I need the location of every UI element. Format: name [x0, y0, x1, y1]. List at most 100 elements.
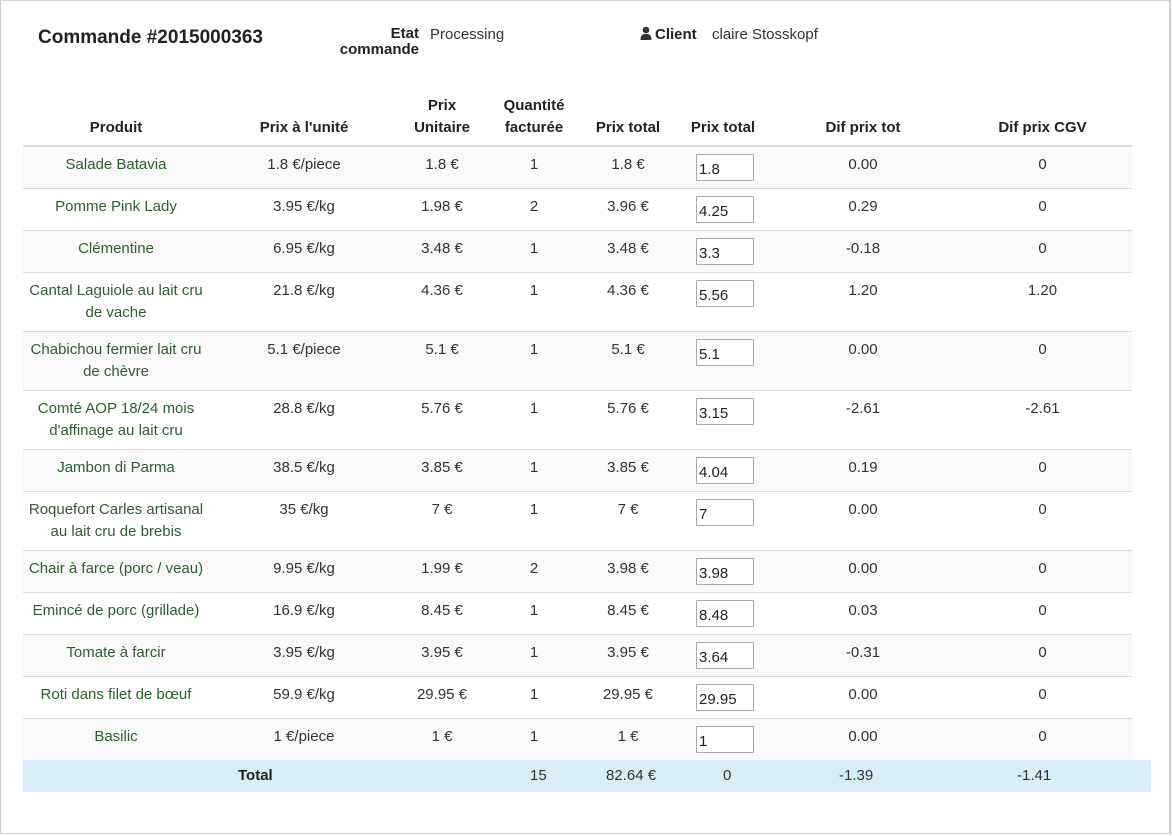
prix-total-input[interactable] [696, 499, 754, 526]
total-label: Total [238, 767, 273, 784]
cell-prix-unitaire: 1.98 € [399, 188, 485, 231]
cell-quantite: 1 [485, 145, 583, 189]
cell-dif-prix-tot: 0.00 [773, 491, 953, 551]
cell-prix-total: 29.95 € [583, 676, 673, 719]
cell-quantite: 1 [485, 592, 583, 635]
cell-quantite: 1 [485, 331, 583, 391]
cell-dif-prix-cgv: 1.20 [953, 272, 1132, 332]
cell-produit: Chair à farce (porc / veau) [23, 550, 209, 593]
cell-quantite: 1 [485, 718, 583, 760]
cell-dif-prix-tot: 0.19 [773, 449, 953, 492]
cell-produit: Roti dans filet de bœuf [23, 676, 209, 719]
cell-prix-unitaire: 1 € [399, 718, 485, 760]
cell-prix-total-input [673, 550, 773, 593]
cell-dif-prix-cgv: 0 [953, 491, 1132, 551]
cell-prix-a-l-unite: 21.8 €/kg [209, 272, 399, 332]
cell-prix-total: 4.36 € [583, 272, 673, 332]
cell-dif-prix-tot: 0.00 [773, 331, 953, 391]
prix-total-input[interactable] [696, 726, 754, 753]
cell-quantite: 1 [485, 230, 583, 273]
cell-produit: Cantal Laguiole au lait cru de vache [23, 272, 209, 332]
cell-dif-prix-tot: 0.03 [773, 592, 953, 635]
cell-dif-prix-cgv: 0 [953, 449, 1132, 492]
prix-total-input[interactable] [696, 558, 754, 585]
cell-dif-prix-cgv: 0 [953, 676, 1132, 719]
prix-total-input[interactable] [696, 196, 754, 223]
order-state-value: Processing [430, 26, 505, 43]
cell-dif-prix-tot: -0.31 [773, 634, 953, 677]
cell-produit: Chabichou fermier lait cru de chèvre [23, 331, 209, 391]
cell-prix-a-l-unite: 35 €/kg [209, 491, 399, 551]
cell-dif-prix-cgv: 0 [953, 634, 1132, 677]
prix-total-input[interactable] [696, 398, 754, 425]
cell-prix-total: 7 € [583, 491, 673, 551]
cell-dif-prix-cgv: 0 [953, 230, 1132, 273]
col-header-dif-prix-cgv: Dif prix CGV [953, 91, 1132, 147]
prix-total-input[interactable] [696, 154, 754, 181]
cell-dif-prix-cgv: 0 [953, 188, 1132, 231]
cell-prix-a-l-unite: 6.95 €/kg [209, 230, 399, 273]
cell-quantite: 1 [485, 634, 583, 677]
cell-prix-total: 3.85 € [583, 449, 673, 492]
cell-prix-unitaire: 29.95 € [399, 676, 485, 719]
prix-total-input[interactable] [696, 238, 754, 265]
cell-prix-unitaire: 8.45 € [399, 592, 485, 635]
cell-prix-total: 3.96 € [583, 188, 673, 231]
cell-prix-unitaire: 1.99 € [399, 550, 485, 593]
cell-prix-total-input [673, 145, 773, 189]
table-row: Cantal Laguiole au lait cru de vache 21.8… [23, 272, 1132, 332]
cell-prix-total: 3.98 € [583, 550, 673, 593]
cell-dif-prix-tot: 1.20 [773, 272, 953, 332]
cell-quantite: 1 [485, 491, 583, 551]
col-header-produit: Produit [23, 91, 209, 147]
cell-prix-total-input [673, 230, 773, 273]
cell-prix-total-input [673, 449, 773, 492]
cell-produit: Pomme Pink Lady [23, 188, 209, 231]
cell-prix-unitaire: 7 € [399, 491, 485, 551]
cell-dif-prix-cgv: 0 [953, 145, 1132, 189]
client-label-group: Client [640, 26, 697, 43]
cell-dif-prix-cgv: 0 [953, 718, 1132, 760]
cell-prix-total-input [673, 676, 773, 719]
cell-prix-total-input [673, 592, 773, 635]
prix-total-input[interactable] [696, 457, 754, 484]
prix-total-input[interactable] [696, 339, 754, 366]
prix-total-input[interactable] [696, 684, 754, 711]
cell-prix-unitaire: 3.85 € [399, 449, 485, 492]
total-quantite: 15 [530, 767, 547, 784]
total-prix-total: 82.64 € [606, 767, 657, 784]
cell-prix-a-l-unite: 38.5 €/kg [209, 449, 399, 492]
cell-prix-total: 5.1 € [583, 331, 673, 391]
order-state-label: Etat commande [339, 25, 419, 58]
table-row: Chabichou fermier lait cru de chèvre 5.1 … [23, 331, 1132, 391]
cell-dif-prix-tot: 0.00 [773, 145, 953, 189]
cell-prix-total-input [673, 491, 773, 551]
cell-quantite: 1 [485, 272, 583, 332]
table-row: Comté AOP 18/24 mois d'affinage au lait … [23, 390, 1132, 450]
prix-total-input[interactable] [696, 280, 754, 307]
cell-prix-unitaire: 4.36 € [399, 272, 485, 332]
table-row: Chair à farce (porc / veau) 9.95 €/kg 1.99… [23, 550, 1132, 593]
cell-produit: Emincé de porc (grillade) [23, 592, 209, 635]
order-lines-table: Produit Prix à l'unité Prix Unitaire Qua… [23, 91, 1132, 760]
cell-prix-unitaire: 5.76 € [399, 390, 485, 450]
cell-produit: Roquefort Carles artisanal au lait cru d… [23, 491, 209, 551]
table-row: Roquefort Carles artisanal au lait cru d… [23, 491, 1132, 551]
col-header-prix-unitaire: Prix Unitaire [399, 91, 485, 147]
total-prix-total-input: 0 [723, 767, 732, 784]
col-header-prix-total-input: Prix total [673, 91, 773, 147]
cell-prix-unitaire: 3.95 € [399, 634, 485, 677]
cell-dif-prix-tot: 0.29 [773, 188, 953, 231]
cell-prix-unitaire: 1.8 € [399, 145, 485, 189]
prix-total-input[interactable] [696, 642, 754, 669]
cell-quantite: 1 [485, 390, 583, 450]
prix-total-input[interactable] [696, 600, 754, 627]
total-dif-prix-cgv: -1.41 [1017, 767, 1052, 784]
cell-quantite: 1 [485, 676, 583, 719]
table-row: Emincé de porc (grillade) 16.9 €/kg 8.45 €… [23, 592, 1132, 635]
cell-produit: Salade Batavia [23, 145, 209, 189]
cell-prix-unitaire: 3.48 € [399, 230, 485, 273]
cell-prix-total-input [673, 188, 773, 231]
